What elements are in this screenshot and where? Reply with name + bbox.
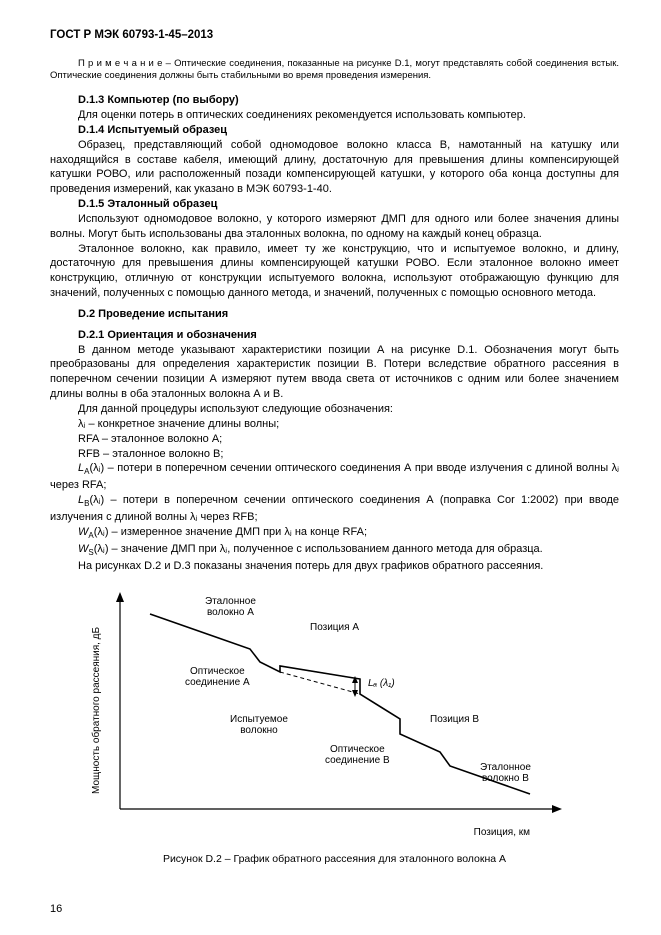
chart-ylabel: Мощность обратного рассеяния, дБ — [90, 627, 104, 794]
section-d21-title: D.2.1 Ориентация и обозначения — [50, 328, 619, 343]
label-ref-a: Эталонноеволокно А — [205, 596, 256, 618]
figure-d2: Мощность обратного рассеяния, дБ Эталонн… — [100, 584, 570, 844]
doc-header: ГОСТ Р МЭК 60793-1-45–2013 — [50, 28, 619, 44]
section-d2-title: D.2 Проведение испытания — [50, 307, 619, 322]
backscatter-chart — [100, 584, 570, 824]
symbol-lambda: λⱼ – конкретное значение длины волны; — [50, 417, 619, 432]
figure-caption: Рисунок D.2 – График обратного рассеяния… — [50, 852, 619, 866]
label-la-lambda: Lₐ (λ₁) — [368, 678, 395, 689]
section-d21-text1: В данном методе указывают характеристики… — [50, 343, 619, 402]
page-number: 16 — [50, 902, 62, 917]
label-pos-b: Позиция В — [430, 714, 479, 725]
section-d21-text2: Для данной процедуры используют следующи… — [50, 402, 619, 417]
label-conn-b: Оптическоесоединение В — [325, 744, 390, 766]
label-test-fiber: Испытуемоеволокно — [230, 714, 288, 736]
section-d13-title: D.1.3 Компьютер (по выбору) — [50, 93, 619, 108]
symbol-lb: LB(λⱼ) – потери в поперечном сечении опт… — [50, 493, 619, 525]
symbol-rfb: RFB – эталонное волокно В; — [50, 447, 619, 462]
label-conn-a: Оптическоесоединение А — [185, 666, 250, 688]
section-d13-text: Для оценки потерь в оптических соединени… — [50, 108, 619, 123]
section-d14-title: D.1.4 Испытуемый образец — [50, 123, 619, 138]
note-text: П р и м е ч а н и е – Оптические соедине… — [50, 58, 619, 84]
label-pos-a: Позиция А — [310, 622, 359, 633]
symbol-rfa: RFA – эталонное волокно А; — [50, 432, 619, 447]
section-d15-text1: Используют одномодовое волокно, у которо… — [50, 212, 619, 242]
chart-xlabel: Позиция, км — [474, 826, 530, 840]
section-d21-text3: На рисунках D.2 и D.3 показаны значения … — [50, 559, 619, 574]
section-d15-text2: Эталонное волокно, как правило, имеет ту… — [50, 242, 619, 301]
section-d14-text: Образец, представляющий собой одномодово… — [50, 138, 619, 197]
section-d15-title: D.1.5 Эталонный образец — [50, 197, 619, 212]
symbol-wa: WA(λⱼ) – измеренное значение ДМП при λⱼ … — [50, 525, 619, 542]
symbol-ws: WS(λⱼ) – значение ДМП при λⱼ, полученное… — [50, 542, 619, 559]
label-ref-b: Эталонноеволокно В — [480, 762, 531, 784]
symbol-la: LA(λⱼ) – потери в поперечном сечении опт… — [50, 461, 619, 493]
